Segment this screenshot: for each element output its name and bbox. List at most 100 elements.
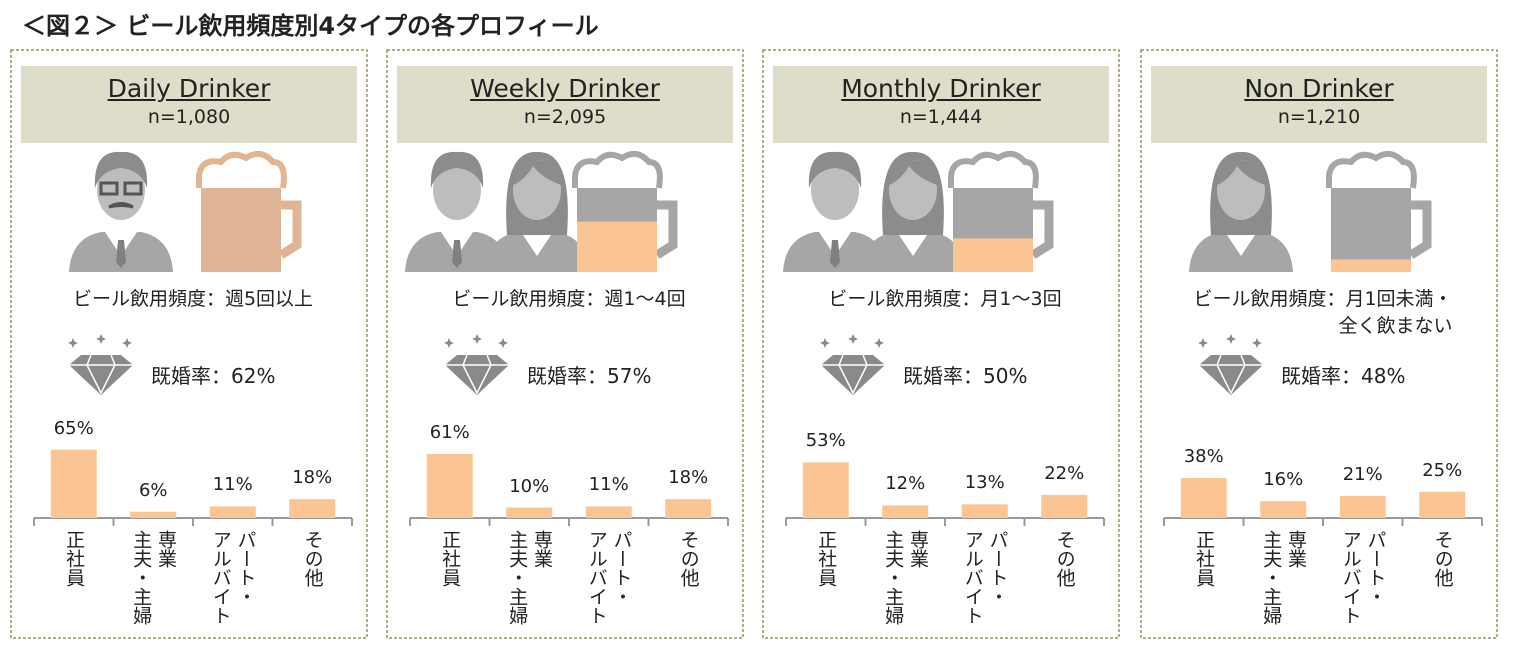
foam xyxy=(572,150,663,189)
mustache xyxy=(108,202,134,209)
mug-fill xyxy=(201,188,281,272)
tie xyxy=(830,240,840,268)
bar xyxy=(289,499,336,518)
bar xyxy=(1180,478,1227,518)
bar xyxy=(1041,494,1088,518)
glasses xyxy=(99,181,119,196)
bar xyxy=(209,506,256,518)
foam xyxy=(196,150,287,189)
sparkle xyxy=(498,338,508,348)
value-label: 12% xyxy=(885,473,926,495)
panel-title: Monthly Drinker xyxy=(841,74,1041,103)
marriage-rate: 既婚率：50% xyxy=(903,364,1028,388)
page-title: ＜図２＞ ビール飲用頻度別4タイプの各プロフィール xyxy=(22,12,599,40)
value-label: 21% xyxy=(1342,463,1383,485)
sparkle xyxy=(122,338,132,348)
sample-size: n=1,080 xyxy=(147,106,231,128)
panel-border xyxy=(10,49,368,639)
sample-size: n=2,095 xyxy=(523,106,607,128)
drink-frequency: ビール飲用頻度：週5回以上 xyxy=(72,288,314,310)
sparkle xyxy=(1226,334,1236,344)
value-label: 22% xyxy=(1044,462,1085,484)
collar xyxy=(897,232,929,256)
bar xyxy=(426,453,473,518)
value-label: 6% xyxy=(138,479,168,501)
value-label: 18% xyxy=(668,467,709,489)
diamond-facet xyxy=(821,354,885,395)
marriage-rate: 既婚率：48% xyxy=(1281,364,1406,388)
bar xyxy=(50,449,97,518)
mug-fill xyxy=(1331,259,1411,272)
collar xyxy=(1225,232,1257,256)
marriage-rate: 既婚率：57% xyxy=(527,364,652,388)
panel-border xyxy=(762,49,1120,639)
sparkle xyxy=(472,334,482,344)
bar xyxy=(802,462,849,518)
category-label: パート・ アルバイト xyxy=(209,530,257,625)
sparkle xyxy=(1198,338,1208,348)
diamond xyxy=(69,355,133,395)
category-label: 正社員 xyxy=(1193,530,1216,587)
panel-title: Daily Drinker xyxy=(107,74,271,103)
panel-border xyxy=(1140,49,1498,639)
mug-handle xyxy=(654,200,678,259)
fringe xyxy=(513,159,561,185)
bar xyxy=(585,506,632,518)
drink-frequency: ビール飲用頻度：月1回未満・ 全く飲まない xyxy=(1193,288,1453,337)
diamond xyxy=(445,355,509,395)
diamond-facet xyxy=(69,354,133,395)
panel-title: Non Drinker xyxy=(1244,74,1394,103)
mug-handle xyxy=(278,200,302,259)
tie xyxy=(452,240,462,268)
sparkle xyxy=(874,338,884,348)
face xyxy=(97,160,145,220)
panel-header xyxy=(1151,66,1487,143)
mug-fill xyxy=(953,238,1033,272)
value-label: 10% xyxy=(509,475,550,497)
category-label: パート・ アルバイト xyxy=(961,530,1009,625)
foam xyxy=(1326,150,1417,189)
category-label: その他 xyxy=(677,530,700,587)
panel-header xyxy=(397,66,733,143)
collar xyxy=(521,232,553,256)
category-label: その他 xyxy=(1431,530,1454,587)
category-label: その他 xyxy=(301,530,324,587)
hair xyxy=(430,151,484,188)
bar xyxy=(130,511,177,518)
drink-frequency: ビール飲用頻度：月1～3回 xyxy=(828,288,1062,310)
mug-handle xyxy=(1030,200,1054,259)
diamond-facet xyxy=(445,354,509,395)
sparkle xyxy=(444,338,454,348)
value-label: 18% xyxy=(292,467,333,489)
fringe xyxy=(1217,159,1265,185)
bar xyxy=(1339,495,1386,518)
sample-size: n=1,444 xyxy=(899,106,983,128)
foam xyxy=(948,150,1039,189)
category-label: 正社員 xyxy=(815,530,838,587)
marriage-rate: 既婚率：62% xyxy=(151,364,276,388)
value-label: 25% xyxy=(1422,459,1463,481)
fringe xyxy=(889,159,937,185)
panel-header xyxy=(21,66,357,143)
category-label: パート・ アルバイト xyxy=(585,530,633,625)
drink-frequency: ビール飲用頻度：週1～4回 xyxy=(452,288,686,310)
value-label: 11% xyxy=(588,474,629,496)
category-label: パート・ アルバイト xyxy=(1339,530,1387,625)
category-label: 正社員 xyxy=(63,530,86,587)
panel-title: Weekly Drinker xyxy=(470,74,660,103)
mug-handle xyxy=(1408,200,1432,259)
value-label: 16% xyxy=(1263,469,1304,491)
diamond-facet xyxy=(1199,354,1263,395)
mug xyxy=(1331,188,1411,272)
bar xyxy=(506,507,553,518)
sparkle xyxy=(96,334,106,344)
category-label: その他 xyxy=(1053,530,1076,587)
panel-header xyxy=(773,66,1109,143)
category-label: 専業 主夫・主婦 xyxy=(1260,530,1307,625)
face xyxy=(811,160,859,220)
panel-border xyxy=(386,49,744,639)
hair xyxy=(808,151,862,188)
bar xyxy=(961,504,1008,518)
